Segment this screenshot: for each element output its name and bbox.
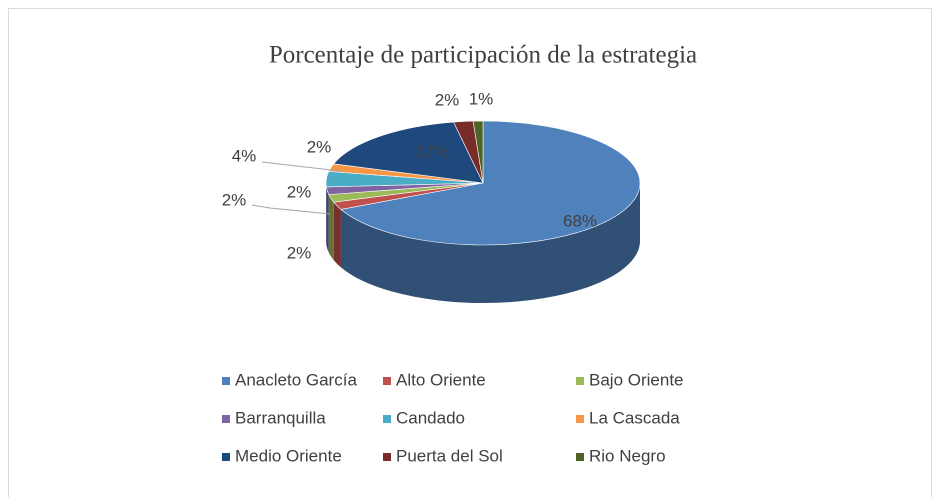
legend-label: Rio Negro — [589, 446, 666, 465]
legend-swatch — [576, 415, 584, 423]
chart-title: Porcentaje de participación de la estrat… — [269, 42, 697, 69]
data-label: 17% — [415, 142, 449, 161]
legend-label: Alto Oriente — [396, 370, 486, 389]
legend-label: Candado — [396, 408, 465, 427]
slice — [340, 120, 641, 246]
slice-side — [333, 202, 341, 268]
slice — [472, 120, 484, 184]
data-label: 4% — [232, 146, 257, 165]
data-label: 68% — [563, 211, 597, 230]
legend-label: Medio Oriente — [235, 446, 342, 465]
slice-side — [340, 183, 640, 303]
slice — [333, 121, 484, 184]
legend-label: La Cascada — [589, 408, 680, 427]
slice-side — [326, 186, 329, 253]
legend-swatch — [383, 377, 391, 385]
legend-swatch — [222, 453, 230, 461]
data-label: 2% — [222, 190, 247, 209]
legend-swatch — [383, 415, 391, 423]
leader-line — [251, 204, 331, 215]
data-label: 2% — [287, 243, 312, 262]
data-label: 2% — [435, 90, 460, 109]
leader-line — [261, 161, 341, 172]
data-label: 2% — [287, 182, 312, 201]
legend-swatch — [222, 415, 230, 423]
legend-swatch — [576, 377, 584, 385]
legend-swatch — [576, 453, 584, 461]
legend-swatch — [383, 453, 391, 461]
data-label: 2% — [307, 137, 332, 156]
legend-swatch — [222, 377, 230, 385]
slice-side — [328, 194, 334, 261]
legend-label: Bajo Oriente — [589, 370, 684, 389]
legend-label: Puerta del Sol — [396, 446, 503, 465]
legend-label: Barranquilla — [235, 408, 326, 427]
legend-label: Anacleto García — [235, 370, 357, 389]
data-label: 1% — [469, 89, 494, 108]
